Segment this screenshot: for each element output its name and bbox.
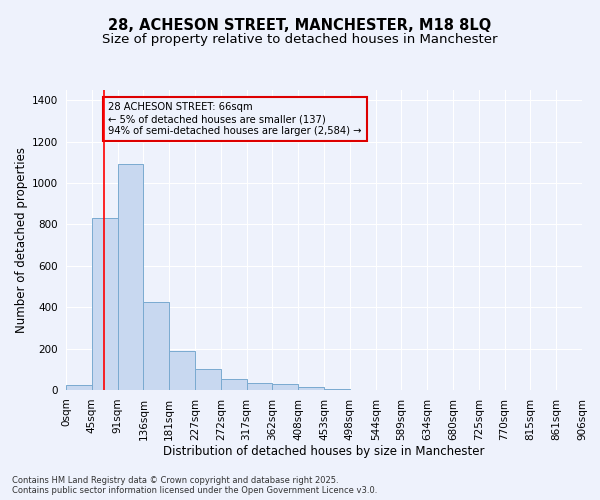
Bar [66, 385, 92, 390]
Bar [92, 218, 118, 390]
Bar [298, 387, 324, 390]
Y-axis label: Number of detached properties: Number of detached properties [15, 147, 28, 333]
Bar [272, 384, 298, 390]
Bar [118, 164, 143, 390]
Bar [221, 378, 247, 390]
Bar [169, 350, 195, 390]
Text: Size of property relative to detached houses in Manchester: Size of property relative to detached ho… [102, 32, 498, 46]
Bar [195, 370, 221, 390]
Text: 28 ACHESON STREET: 66sqm
← 5% of detached houses are smaller (137)
94% of semi-d: 28 ACHESON STREET: 66sqm ← 5% of detache… [108, 102, 362, 136]
Text: Contains HM Land Registry data © Crown copyright and database right 2025.
Contai: Contains HM Land Registry data © Crown c… [12, 476, 377, 495]
Bar [324, 389, 350, 390]
Text: 28, ACHESON STREET, MANCHESTER, M18 8LQ: 28, ACHESON STREET, MANCHESTER, M18 8LQ [109, 18, 491, 32]
Bar [143, 302, 169, 390]
Bar [247, 383, 272, 390]
X-axis label: Distribution of detached houses by size in Manchester: Distribution of detached houses by size … [163, 446, 485, 458]
